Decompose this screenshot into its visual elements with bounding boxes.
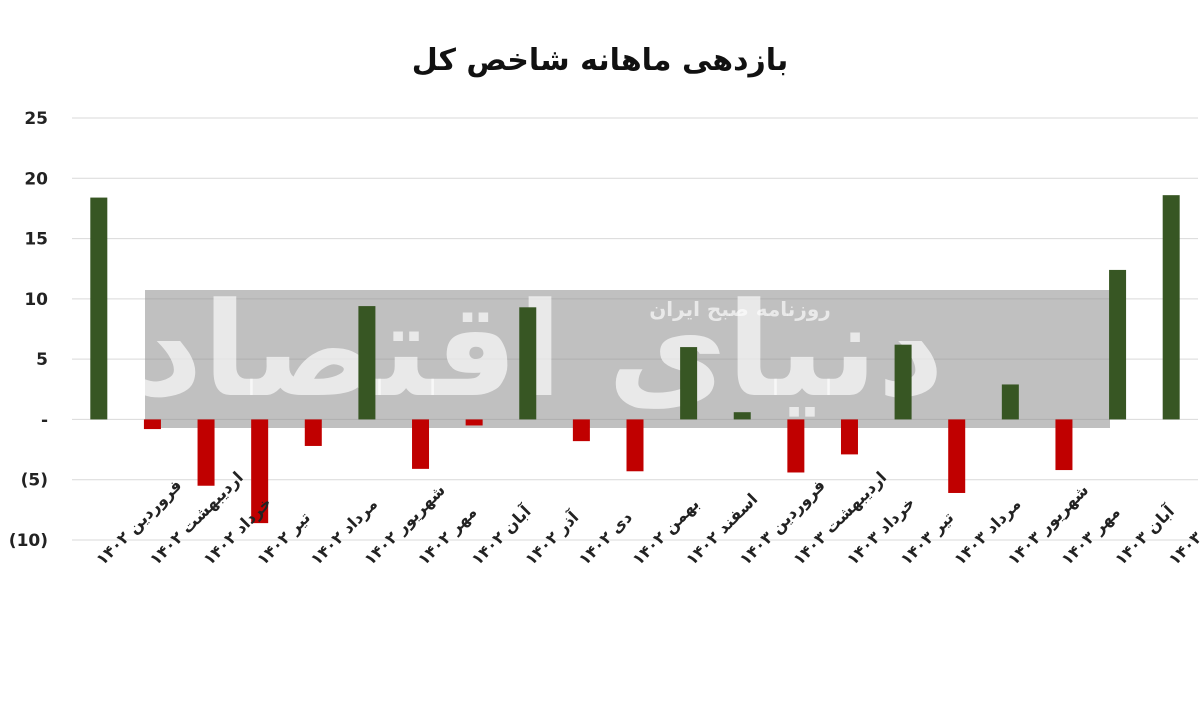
y-tick-label: (5) — [21, 471, 48, 491]
y-tick-label: 5 — [36, 350, 48, 370]
bar — [1109, 269, 1127, 420]
bar — [90, 197, 108, 420]
bar — [143, 419, 161, 430]
y-tick-label: 15 — [24, 230, 48, 250]
bar — [465, 419, 483, 426]
bar — [840, 419, 858, 455]
bar — [572, 419, 590, 442]
watermark-band — [145, 290, 1110, 428]
bars — [90, 195, 1180, 524]
bar — [1055, 419, 1073, 471]
bar — [787, 419, 805, 473]
bar — [626, 419, 644, 472]
x-tick-label: اردیبهشت ۱۴۰۲ — [146, 468, 247, 569]
bar — [1001, 384, 1019, 420]
y-tick-label: (10) — [9, 531, 48, 551]
bar — [680, 347, 698, 420]
bar — [894, 344, 912, 420]
y-tick-label: - — [41, 410, 48, 430]
bar — [733, 412, 751, 420]
bar — [412, 419, 430, 469]
bar — [1162, 195, 1180, 420]
bar — [358, 306, 376, 420]
bar — [197, 419, 215, 486]
watermark: دنیای اقتصاد روزنامه صبح ایران — [136, 274, 1110, 428]
y-tick-label: 20 — [24, 169, 48, 189]
bar — [304, 419, 322, 446]
bar — [251, 419, 269, 524]
bar — [948, 419, 966, 493]
watermark-logo-text: دنیای اقتصاد — [136, 274, 944, 426]
y-tick-label: 10 — [24, 290, 48, 310]
x-tick-label: دی ۱۴۰۲ — [575, 508, 636, 569]
y-axis-ticks: 25 20 15 10 5 - (5) (10) — [9, 109, 48, 551]
watermark-tagline: روزنامه صبح ایران — [649, 297, 831, 321]
bar — [519, 307, 537, 420]
x-tick-label: اردیبهشت ۱۴۰۳ — [789, 468, 890, 569]
y-tick-label: 25 — [24, 109, 48, 129]
chart-title: بازدهی ماهانه شاخص کل — [412, 43, 789, 78]
